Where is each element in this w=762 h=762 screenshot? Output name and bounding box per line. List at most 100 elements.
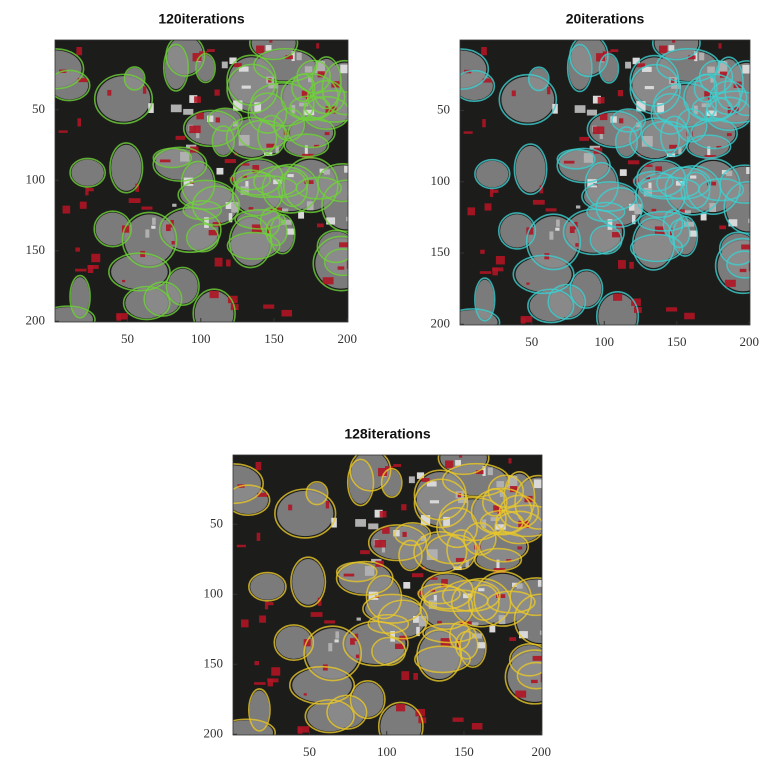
red-region: [546, 208, 557, 211]
red-region: [512, 90, 516, 96]
urban-area: [125, 68, 144, 89]
bright-spot: [538, 580, 545, 587]
red-region: [719, 225, 726, 229]
red-region: [298, 727, 303, 733]
red-region: [75, 269, 86, 272]
bright-spot: [365, 566, 374, 576]
y-tick-label: 100: [204, 585, 224, 600]
urban-area: [43, 307, 93, 332]
red-region: [116, 314, 121, 320]
x-tick-label: 200: [531, 744, 551, 759]
urban-area: [436, 51, 486, 88]
red-region: [360, 550, 370, 554]
bright-spot: [701, 214, 707, 221]
red-region: [304, 693, 307, 695]
red-region: [725, 280, 736, 287]
red-region: [326, 501, 329, 508]
bright-spot: [222, 62, 228, 69]
red-region: [619, 118, 623, 123]
bright-spot: [344, 166, 351, 173]
bright-spot: [287, 174, 293, 177]
red-region: [172, 241, 175, 245]
bright-spot: [335, 639, 339, 642]
red-region: [215, 258, 223, 267]
bright-spot: [335, 631, 339, 638]
red-region: [226, 260, 231, 267]
red-region: [412, 573, 423, 577]
urban-area: [208, 465, 261, 502]
red-region: [526, 282, 529, 284]
bright-spot: [216, 168, 223, 175]
red-region: [255, 661, 260, 665]
red-region: [570, 226, 575, 233]
x-tick-label: 50: [303, 744, 316, 759]
y-tick-label: 150: [204, 655, 224, 670]
bright-spot: [151, 226, 155, 229]
red-region: [271, 667, 280, 675]
red-region: [225, 159, 236, 163]
bright-spot: [152, 218, 156, 225]
red-region: [207, 49, 215, 52]
red-region: [472, 723, 483, 730]
x-tick-label: 200: [338, 331, 358, 346]
red-region: [344, 574, 355, 577]
red-region: [652, 209, 657, 212]
red-region: [437, 621, 442, 624]
red-region: [107, 90, 111, 96]
red-region: [317, 224, 324, 228]
red-region: [269, 40, 272, 42]
urban-area: [373, 639, 404, 665]
red-region: [249, 207, 254, 210]
red-region: [257, 533, 261, 541]
red-region: [480, 250, 485, 254]
bright-spot: [690, 175, 696, 178]
bright-spot: [555, 228, 559, 231]
red-region: [610, 49, 618, 52]
bright-spot: [575, 105, 586, 113]
red-region: [87, 265, 98, 269]
red-region: [541, 674, 553, 683]
y-tick-label: 150: [26, 242, 46, 257]
red-region: [453, 718, 464, 722]
red-region: [129, 198, 141, 203]
red-region: [80, 202, 87, 209]
red-region: [256, 462, 262, 470]
panel-title: 20iterations: [566, 11, 645, 27]
red-region: [485, 203, 492, 210]
red-region: [338, 266, 345, 269]
red-region: [396, 704, 405, 711]
x-tick-label: 100: [377, 744, 397, 759]
red-region: [740, 269, 747, 272]
bright-spot: [540, 631, 550, 635]
urban-area: [125, 288, 168, 319]
red-region: [259, 616, 266, 623]
y-tick-label: 50: [437, 102, 450, 117]
bright-spot: [409, 476, 415, 483]
y-tick-label: 200: [431, 315, 451, 330]
red-region: [91, 254, 100, 262]
red-region: [282, 310, 293, 317]
red-region: [672, 40, 675, 42]
bright-spot: [534, 479, 542, 488]
red-region: [490, 189, 493, 197]
red-region: [468, 207, 476, 215]
urban-area: [292, 668, 352, 702]
bright-spot: [699, 53, 704, 61]
urban-area: [155, 149, 204, 180]
urban-area: [352, 682, 384, 717]
bright-spot: [305, 66, 313, 72]
red-region: [323, 277, 334, 284]
x-tick-label: 100: [595, 334, 615, 349]
red-region: [76, 47, 82, 55]
red-region: [350, 638, 355, 645]
red-region: [684, 313, 695, 320]
red-region: [496, 256, 505, 264]
urban-area: [307, 701, 352, 731]
red-region: [531, 680, 538, 683]
red-region: [375, 540, 386, 548]
red-region: [210, 291, 219, 298]
red-region: [482, 119, 486, 127]
red-region: [356, 655, 359, 659]
x-tick-label: 50: [121, 331, 134, 346]
red-region: [237, 545, 246, 547]
